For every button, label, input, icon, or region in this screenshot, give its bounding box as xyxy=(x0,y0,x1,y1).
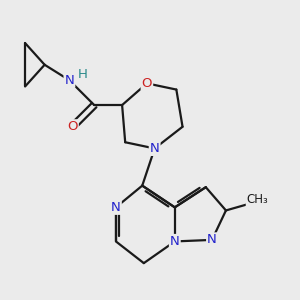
Text: N: N xyxy=(150,142,160,155)
Text: O: O xyxy=(67,120,78,133)
Text: N: N xyxy=(111,201,121,214)
Text: N: N xyxy=(170,235,180,248)
Text: O: O xyxy=(142,77,152,90)
Text: N: N xyxy=(64,74,74,87)
Text: N: N xyxy=(207,233,217,246)
Text: H: H xyxy=(77,68,87,81)
Text: CH₃: CH₃ xyxy=(247,193,268,206)
